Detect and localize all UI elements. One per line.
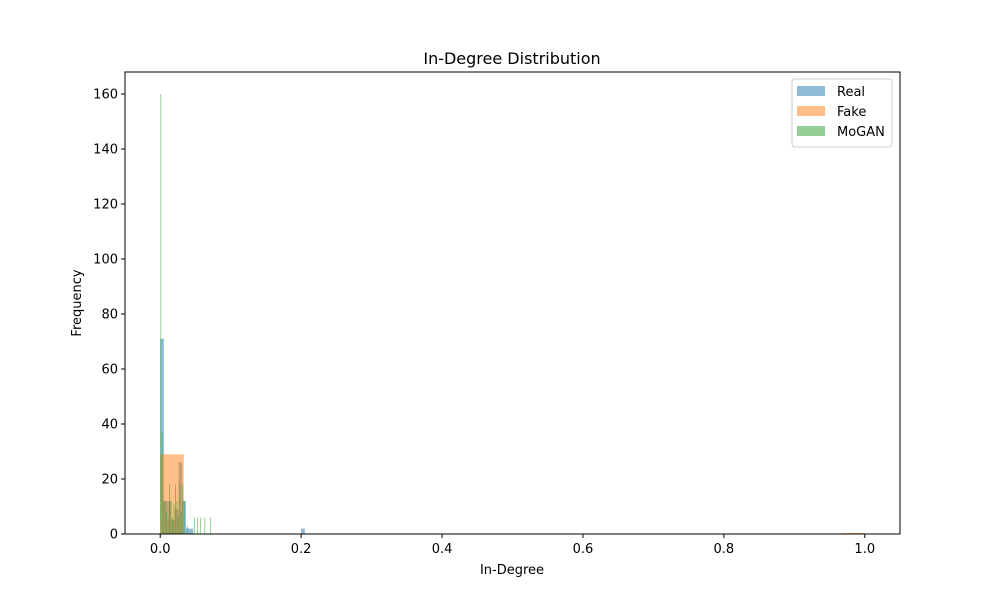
bar-mogan-4 bbox=[166, 512, 168, 534]
y-tick-label: 120 bbox=[93, 198, 118, 213]
legend-label-mogan: MoGAN bbox=[837, 125, 885, 140]
bar-mogan-9 bbox=[173, 503, 175, 534]
x-tick-label: 0.4 bbox=[432, 542, 453, 557]
legend-swatch-real bbox=[797, 86, 825, 96]
x-tick-label: 0.0 bbox=[150, 542, 171, 557]
legend-swatch-fake bbox=[797, 106, 825, 116]
legend: Real Fake MoGAN bbox=[791, 78, 893, 148]
bar-mogan-6 bbox=[169, 484, 171, 534]
bar-mogan-18 bbox=[193, 517, 195, 534]
x-axis-ticks: 0.0 0.2 0.4 0.6 0.8 1.0 bbox=[150, 534, 875, 557]
bar-mogan-11 bbox=[176, 501, 178, 534]
bar-mogan-20 bbox=[199, 517, 201, 534]
y-tick-label: 160 bbox=[93, 88, 118, 103]
bar-mogan-15 bbox=[182, 484, 184, 534]
bar-mogan-1 bbox=[161, 432, 163, 534]
y-tick-label: 40 bbox=[101, 418, 118, 433]
y-tick-label: 20 bbox=[101, 473, 118, 488]
bar-mogan-17 bbox=[186, 525, 188, 534]
bar-mogan-14 bbox=[180, 512, 182, 534]
y-tick-label: 60 bbox=[101, 363, 118, 378]
bar-mogan-10 bbox=[174, 484, 176, 534]
bar-real-8 bbox=[189, 528, 194, 534]
bar-mogan-2 bbox=[163, 501, 165, 534]
plot-frame bbox=[124, 71, 901, 535]
x-tick-label: 0.8 bbox=[714, 542, 735, 557]
bar-mogan-22 bbox=[210, 517, 212, 534]
bar-mogan-19 bbox=[196, 517, 198, 534]
y-axis-ticks: 0 20 40 60 80 100 120 140 160 bbox=[93, 88, 125, 543]
bar-mogan-12 bbox=[177, 517, 179, 534]
legend-label-fake: Fake bbox=[837, 105, 866, 120]
y-tick-label: 100 bbox=[93, 253, 118, 268]
x-tick-label: 0.6 bbox=[573, 542, 594, 557]
legend-swatch-mogan bbox=[797, 126, 825, 136]
bar-mogan-5 bbox=[167, 520, 169, 534]
bar-mogan-8 bbox=[171, 517, 173, 534]
bar-mogan-21 bbox=[204, 517, 206, 534]
x-axis-label: In-Degree bbox=[480, 563, 544, 578]
bar-fake-1 bbox=[841, 532, 865, 534]
x-tick-label: 1.0 bbox=[854, 542, 875, 557]
series-mogan bbox=[160, 94, 212, 534]
chart-title: In-Degree Distribution bbox=[423, 49, 600, 68]
y-axis-label: Frequency bbox=[70, 269, 85, 336]
bar-mogan-7 bbox=[170, 501, 172, 534]
y-tick-label: 80 bbox=[101, 308, 118, 323]
legend-label-real: Real bbox=[837, 85, 865, 100]
bar-mogan-3 bbox=[164, 501, 166, 534]
bar-mogan-13 bbox=[179, 484, 181, 534]
bar-mogan-16 bbox=[183, 501, 185, 534]
bar-mogan-0 bbox=[160, 94, 162, 534]
bar-real-9 bbox=[301, 528, 305, 534]
y-tick-label: 0 bbox=[110, 528, 118, 543]
bars-layer bbox=[160, 94, 865, 534]
x-tick-label: 0.2 bbox=[291, 542, 312, 557]
y-tick-label: 140 bbox=[93, 143, 118, 158]
bar-real-7 bbox=[185, 528, 190, 534]
